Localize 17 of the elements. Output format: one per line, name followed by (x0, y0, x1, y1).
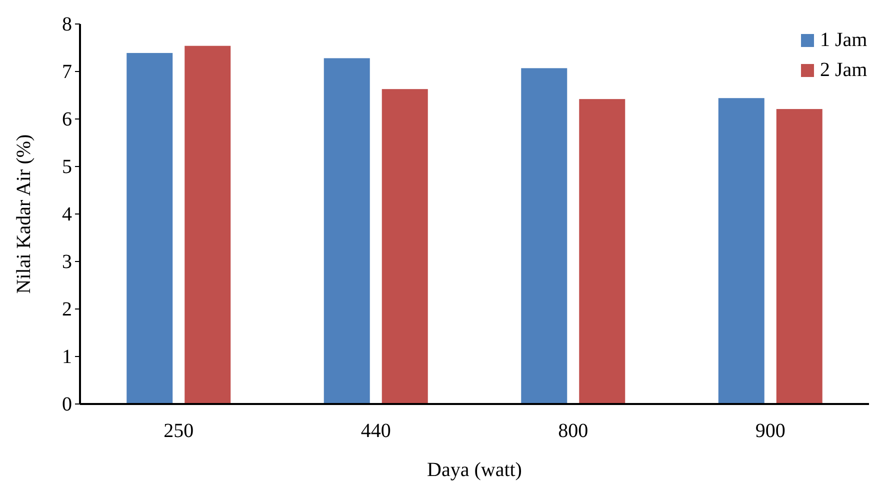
y-tick-label: 5 (62, 156, 72, 178)
x-tick-label: 250 (164, 420, 194, 442)
y-tick-label: 4 (62, 203, 72, 226)
y-tick-label: 0 (62, 393, 72, 416)
y-tick-label: 3 (62, 250, 72, 273)
x-tick-label: 440 (360, 420, 391, 442)
legend-label: 2 Jam (820, 59, 868, 81)
x-axis-title: Daya (watt) (427, 459, 522, 481)
y-tick-label: 8 (62, 13, 72, 36)
x-tick-label: 900 (755, 420, 786, 442)
y-tick-label: 1 (62, 346, 72, 368)
y-tick-label: 6 (62, 108, 72, 130)
x-tick-label: 800 (558, 420, 588, 442)
legend-label: 1 Jam (820, 29, 868, 51)
y-tick-label: 2 (62, 298, 72, 320)
y-axis-title: Nilai Kadar Air (%) (13, 134, 35, 294)
y-tick-label: 7 (62, 60, 72, 83)
